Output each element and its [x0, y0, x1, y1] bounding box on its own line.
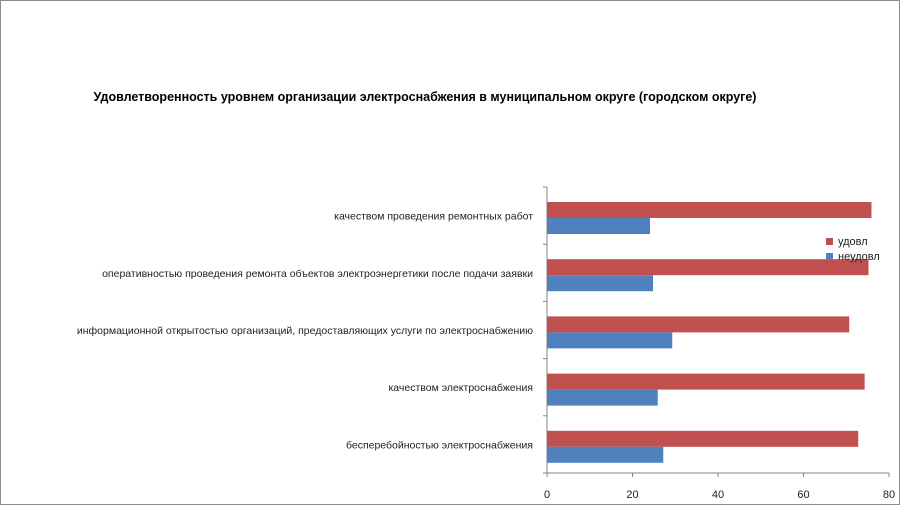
- category-label: оперативностью проведения ремонта объект…: [102, 268, 533, 280]
- legend: удовл неудовл: [826, 236, 880, 263]
- x-tick-label: 40: [712, 489, 724, 501]
- bar-neudovl: [547, 218, 651, 234]
- category-label: информационной открытостью организаций, …: [77, 325, 533, 337]
- bars: [547, 202, 872, 463]
- x-tick-labels: 0 20 40 60 80: [544, 489, 895, 501]
- category-label: бесперебойностью электроснабжения: [346, 439, 533, 451]
- bar-neudovl: [547, 275, 654, 292]
- bar-udovl: [547, 202, 872, 218]
- x-tick-label: 20: [626, 489, 638, 501]
- x-tick-label: 0: [544, 489, 550, 501]
- bar-udovl: [547, 373, 865, 390]
- legend-swatch: [826, 238, 833, 245]
- legend-swatch: [826, 253, 833, 260]
- bar-udovl: [547, 430, 859, 447]
- category-labels: бесперебойностью электроснабжения качеств…: [77, 211, 533, 452]
- chart-title: Удовлетворенность уровнем организации эл…: [93, 90, 757, 104]
- bar-neudovl: [547, 389, 658, 406]
- category-label: качеством проведения ремонтных работ: [334, 211, 533, 223]
- bar-neudovl: [547, 332, 673, 349]
- x-tick-label: 60: [797, 489, 809, 501]
- legend-label: неудовл: [838, 251, 880, 263]
- legend-label: удовл: [838, 236, 868, 248]
- bar-udovl: [547, 259, 869, 276]
- bar-neudovl: [547, 446, 664, 463]
- bar-udovl: [547, 316, 850, 333]
- x-tick-label: 80: [883, 489, 895, 501]
- category-label: качеством электроснабжения: [388, 382, 533, 394]
